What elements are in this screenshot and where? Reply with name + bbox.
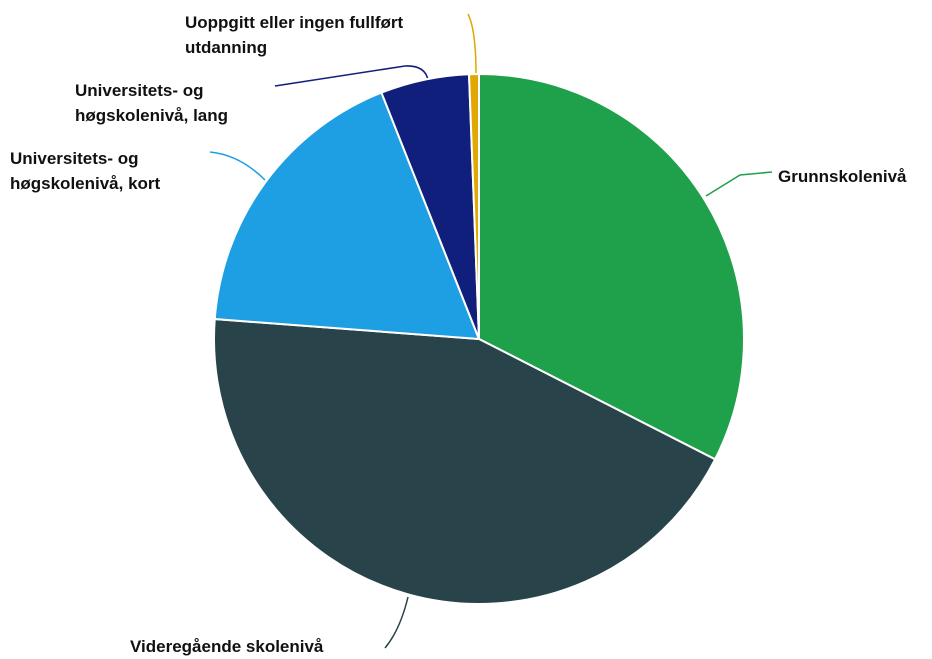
leader-line — [209, 151, 266, 181]
pie-slice — [478, 72, 745, 461]
slice-label: Uoppgitt eller ingen fullført utdanning — [185, 13, 404, 57]
leader-line — [467, 13, 477, 75]
leader-line — [705, 171, 773, 197]
pie-slice — [467, 72, 480, 340]
pie-slice — [213, 317, 717, 605]
slice-label: Universitets- og høgskolenivå, lang — [75, 81, 229, 125]
slice-label: Universitets- og høgskolenivå, kort — [10, 149, 161, 193]
slice-label: Grunnskolenivå — [778, 167, 907, 186]
leader-line — [384, 596, 409, 649]
slice-label: Videregående skolenivå — [130, 637, 324, 656]
pie-slice — [213, 91, 481, 341]
leader-line — [274, 65, 429, 87]
